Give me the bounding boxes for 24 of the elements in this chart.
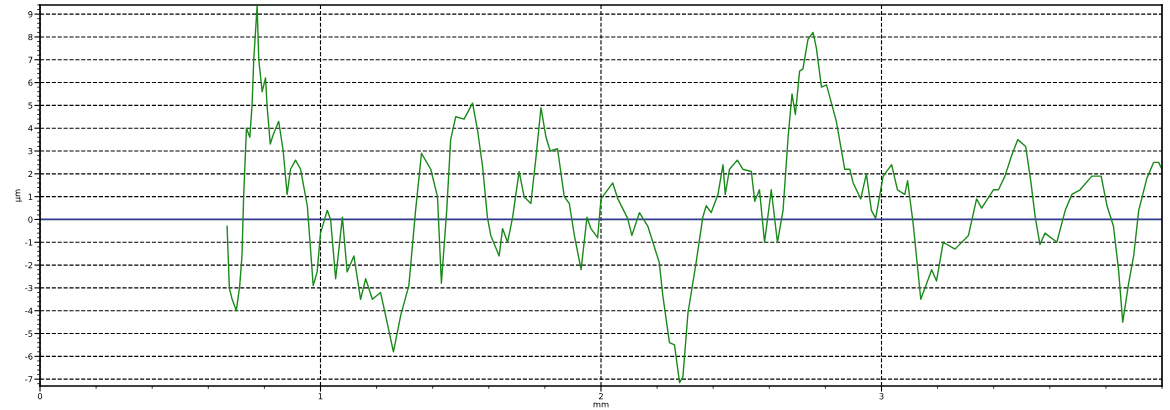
- line-series: [226, 5, 1162, 384]
- y-tick-label: -3: [25, 284, 33, 292]
- y-tick-label: 2: [28, 170, 33, 177]
- x-tick-label: 1: [318, 393, 323, 400]
- x-axis-title: mm: [593, 402, 609, 408]
- y-tick-label: 5: [28, 102, 33, 109]
- y-tick-label: 8: [28, 33, 33, 41]
- y-tick-label: 9: [28, 11, 33, 18]
- y-tick-label: 3: [28, 147, 33, 155]
- y-tick-label: -1: [25, 239, 33, 246]
- y-tick-label: 0: [28, 216, 33, 223]
- y-tick-label: -6: [25, 353, 33, 360]
- y-tick-label: -2: [25, 262, 33, 269]
- y-tick-label: -5: [25, 330, 33, 337]
- y-tick-label: 6: [28, 79, 33, 86]
- x-tick-label: 2: [598, 393, 603, 400]
- y-tick-label: 4: [28, 125, 33, 132]
- y-tick-label: 7: [28, 56, 33, 63]
- x-tick-label: 3: [879, 393, 884, 400]
- y-tick-label: 1: [28, 193, 33, 200]
- y-tick-label: -7: [25, 376, 33, 383]
- x-tick-label: 0: [37, 393, 43, 400]
- y-axis-title: µm: [15, 189, 22, 202]
- y-tick-label: -4: [25, 307, 33, 314]
